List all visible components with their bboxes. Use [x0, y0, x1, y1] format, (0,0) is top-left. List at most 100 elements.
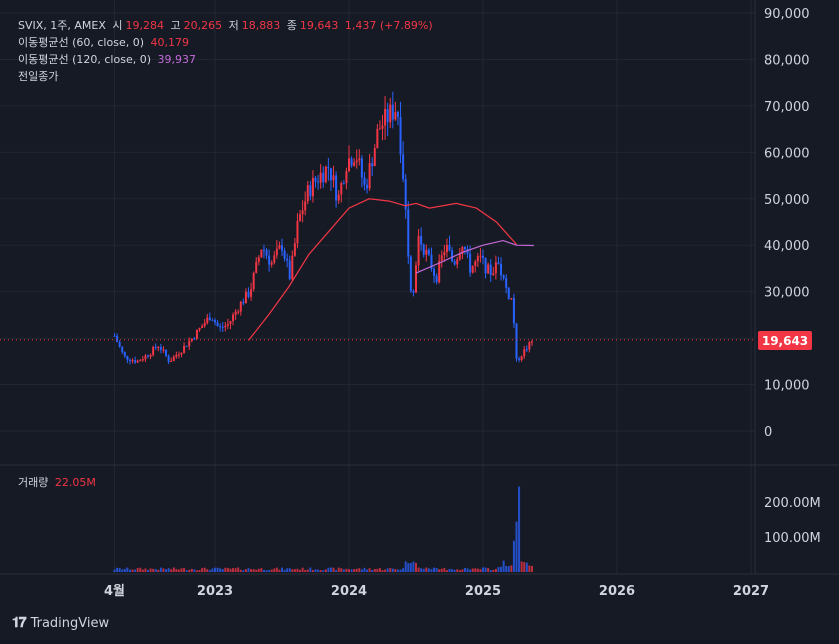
volume-bar [281, 567, 283, 572]
candle-body [435, 275, 438, 283]
volume-bar [126, 567, 129, 572]
candle-body [234, 311, 237, 315]
volume-tick-label: 100.00M [764, 531, 821, 546]
ma60-legend[interactable]: 이동평균선 (60, close, 0) 40,179 [18, 36, 192, 50]
volume-bar [427, 568, 430, 572]
candle-body [291, 255, 294, 280]
candle-body [190, 338, 193, 342]
candle-body [152, 346, 155, 355]
volume-bar [255, 569, 258, 572]
volume-bar [262, 569, 265, 572]
volume-bar [257, 568, 260, 572]
candle-body [286, 258, 289, 261]
volume-bar [237, 567, 240, 572]
tradingview-logo[interactable]: 𝟏𝟕 TradingView [12, 615, 109, 631]
volume-bar [273, 568, 276, 572]
candle-body [348, 158, 350, 172]
candle-body [273, 255, 276, 263]
candle-body [198, 328, 201, 330]
volume-bar [268, 570, 271, 572]
candle-body [309, 185, 312, 197]
volume-bar [247, 568, 250, 572]
candle-body [342, 183, 345, 185]
volume-bar [440, 568, 443, 572]
candle-body [162, 349, 165, 351]
change-value: 1,437 (+7.89%) [344, 19, 433, 32]
volume-bar [224, 567, 227, 572]
volume-bar [265, 570, 268, 572]
prev-close-legend[interactable]: 전일종가 [18, 70, 61, 84]
volume-bar [402, 568, 405, 572]
x-tick-label: 2025 [465, 584, 501, 599]
volume-bar [195, 570, 198, 572]
candle-body [366, 184, 369, 189]
volume-bar [229, 568, 232, 572]
volume-bar [348, 569, 350, 572]
volume-bar [389, 568, 392, 572]
candle-body [373, 148, 376, 167]
candle-body [296, 220, 299, 244]
volume-bar [448, 568, 451, 572]
volume-bar [417, 567, 420, 572]
candle-body [430, 254, 433, 269]
candle-body [257, 257, 260, 262]
candle-body [131, 360, 134, 362]
candle-body [293, 243, 296, 256]
candle-body [154, 346, 157, 349]
y-tick-label: 70,000 [764, 100, 810, 115]
brand-name: TradingView [30, 615, 110, 631]
candle-body [203, 323, 206, 327]
candle-body [525, 349, 528, 351]
volume-bar [167, 568, 170, 572]
candle-body [319, 172, 322, 183]
ma120-legend[interactable]: 이동평균선 (120, close, 0) 39,937 [18, 53, 199, 67]
symbol-label[interactable]: SVIX, 1주, AMEX [18, 19, 106, 32]
volume-bar [420, 568, 423, 572]
volume-legend[interactable]: 거래량 22.05M [18, 476, 99, 490]
candle-body [136, 360, 139, 363]
candle-body [288, 260, 291, 280]
ma120-value: 39,937 [157, 53, 197, 66]
candle-body [128, 359, 131, 361]
volume-bar [350, 569, 353, 572]
candle-body [507, 287, 510, 299]
candle-body [404, 179, 407, 210]
volume-bar [139, 567, 142, 572]
candle-body [224, 325, 227, 328]
candle-body [329, 168, 332, 181]
candle-body [422, 244, 425, 255]
candle-body [172, 356, 175, 361]
candle-body [147, 355, 149, 357]
volume-bar [134, 569, 137, 572]
volume-bar [147, 569, 149, 572]
volume-bar [528, 565, 531, 572]
volume-bar [288, 568, 291, 572]
ohlc-legend: SVIX, 1주, AMEX 시 19,284 고 20,265 저 18,883 종… [18, 19, 436, 33]
candle-body [448, 244, 451, 251]
candle-body [324, 166, 327, 183]
candle-body [451, 250, 454, 262]
candle-body [270, 262, 273, 265]
candle-body [476, 256, 479, 262]
candle-body [322, 172, 325, 183]
candle-body [350, 158, 353, 166]
candle-body [244, 291, 247, 304]
volume-bar [206, 569, 209, 572]
candle-body [386, 108, 389, 123]
volume-bar [474, 568, 477, 572]
volume-bar [201, 568, 204, 572]
volume-bar [451, 569, 454, 572]
candle-body [159, 347, 162, 350]
ma120-line [415, 239, 534, 274]
candle-body [407, 209, 410, 257]
y-tick-label: 80,000 [764, 53, 810, 68]
volume-bar [157, 569, 160, 572]
candle-body [229, 321, 232, 325]
volume-bar [353, 569, 356, 572]
volume-bar [433, 567, 436, 572]
volume-bar [327, 567, 330, 572]
volume-bar [530, 565, 533, 572]
volume-bar [270, 569, 273, 572]
